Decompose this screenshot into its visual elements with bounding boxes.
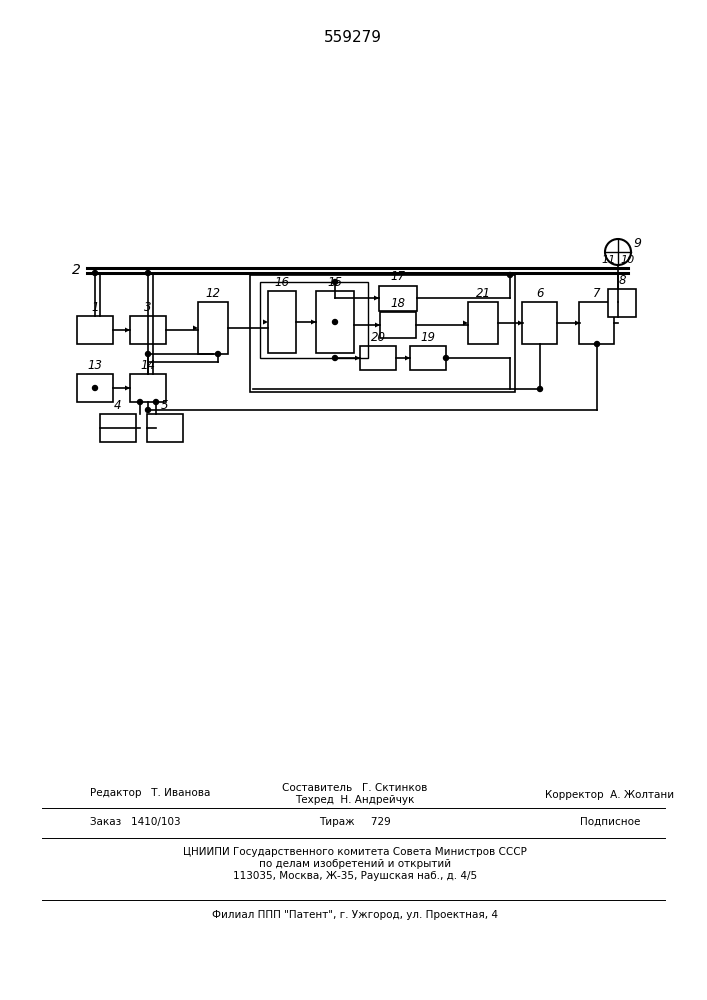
Text: Тираж     729: Тираж 729 [319,817,391,827]
Text: 16: 16 [274,276,289,289]
Text: Редактор   Т. Иванова: Редактор Т. Иванова [90,788,211,798]
Text: 7: 7 [593,287,601,300]
Circle shape [153,399,158,404]
Text: Подписное: Подписное [580,817,641,827]
Text: Техред  Н. Андрейчук: Техред Н. Андрейчук [296,795,415,805]
Text: 10: 10 [620,255,634,265]
Bar [410,346,446,370]
Text: 2: 2 [72,263,81,277]
Bar [130,316,166,344]
Circle shape [537,386,542,391]
Polygon shape [463,320,468,326]
Bar [468,302,498,344]
Bar [379,286,417,310]
Circle shape [508,272,513,277]
Circle shape [595,342,600,347]
Polygon shape [518,320,523,326]
Bar [268,291,296,353]
Text: 6: 6 [536,287,544,300]
Polygon shape [125,385,130,390]
Text: Заказ   1410/103: Заказ 1410/103 [90,817,180,827]
Text: 14: 14 [141,359,156,372]
Text: 12: 12 [206,287,221,300]
Polygon shape [193,326,198,330]
Text: 5: 5 [161,399,169,412]
Text: 21: 21 [476,287,491,300]
Circle shape [443,356,448,360]
Circle shape [146,352,151,357]
Bar [260,282,368,358]
Bar [316,291,354,353]
Polygon shape [125,328,130,332]
Text: 15: 15 [327,276,342,289]
Polygon shape [374,296,379,300]
Text: 19: 19 [421,331,436,344]
Polygon shape [375,322,380,328]
Bar [100,414,136,442]
Bar [130,374,166,402]
Text: 559279: 559279 [324,30,382,45]
Bar [380,312,416,338]
Circle shape [93,385,98,390]
Bar [198,302,228,354]
Text: Филиал ППП "Патент", г. Ужгород, ул. Проектная, 4: Филиал ППП "Патент", г. Ужгород, ул. Про… [212,910,498,920]
Text: 13: 13 [88,359,103,372]
Bar [360,346,396,370]
Bar [77,316,113,344]
Text: 8: 8 [618,274,626,287]
Bar [250,275,515,392]
Text: Составитель   Г. Сктинков: Составитель Г. Сктинков [282,783,428,793]
Text: по делам изобретений и открытий: по делам изобретений и открытий [259,859,451,869]
Text: 113035, Москва, Ж-35, Раушская наб., д. 4/5: 113035, Москва, Ж-35, Раушская наб., д. … [233,871,477,881]
Polygon shape [263,320,268,324]
Polygon shape [311,320,316,324]
Text: 9: 9 [633,237,641,250]
Text: 3: 3 [144,301,152,314]
Circle shape [332,279,337,284]
Polygon shape [575,320,580,326]
Circle shape [332,320,337,324]
Text: 20: 20 [370,331,385,344]
Text: ЦНИИПИ Государственного комитета Совета Министров СССР: ЦНИИПИ Государственного комитета Совета … [183,847,527,857]
Circle shape [93,270,98,275]
Text: Корректор  А. Жолтани: Корректор А. Жолтани [545,790,674,800]
Bar [147,414,183,442]
Bar [580,302,614,344]
Circle shape [216,352,221,357]
Bar [522,302,558,344]
Polygon shape [405,356,410,360]
Text: 18: 18 [390,297,406,310]
Bar [77,374,113,402]
Bar [608,289,636,317]
Text: 1: 1 [91,301,99,314]
Text: 17: 17 [390,270,406,284]
Circle shape [146,408,151,412]
Circle shape [146,270,151,275]
Text: 4: 4 [115,399,122,412]
Text: 11: 11 [602,255,616,265]
Circle shape [332,356,337,360]
Circle shape [137,399,143,404]
Polygon shape [355,356,360,360]
